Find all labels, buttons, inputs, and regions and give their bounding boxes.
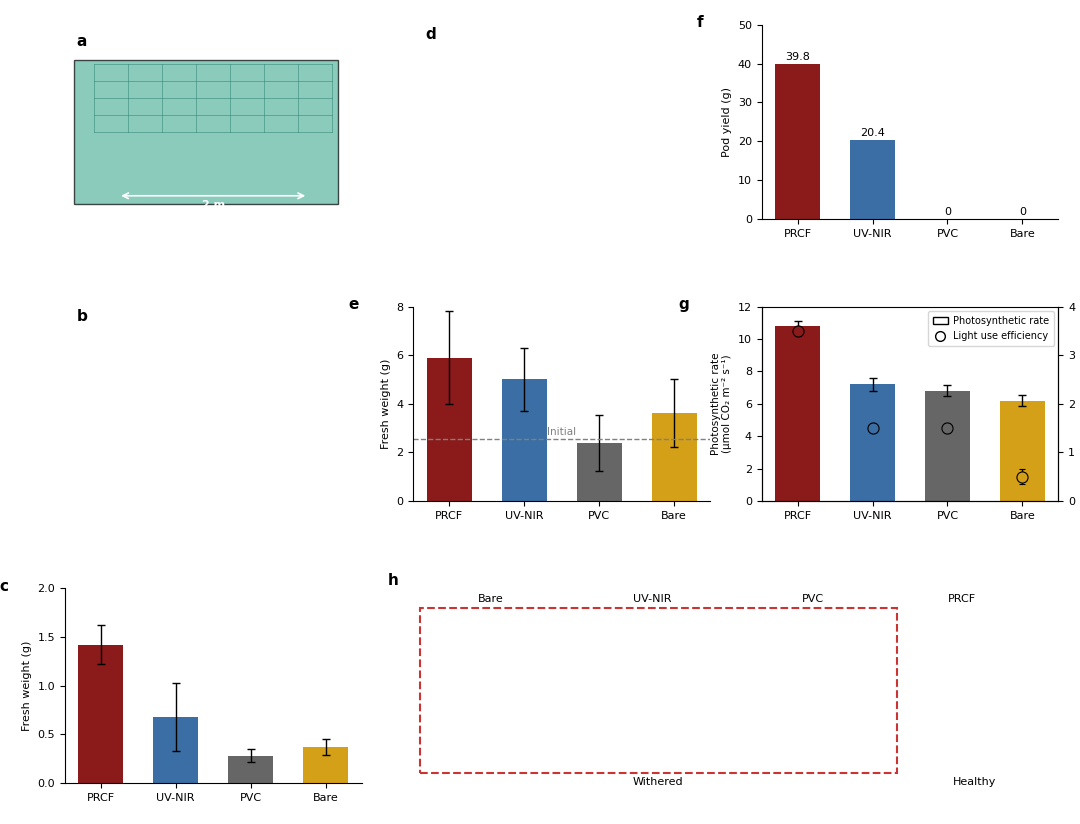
Y-axis label: Fresh weight (g): Fresh weight (g)	[22, 640, 31, 731]
Text: c: c	[0, 578, 9, 594]
Text: Pod: Pod	[597, 98, 615, 109]
Text: b: b	[77, 308, 87, 324]
Bar	[78, 645, 123, 783]
Bar	[303, 747, 348, 783]
Bar	[228, 756, 273, 783]
Bar	[1000, 400, 1045, 501]
Y-axis label: Photosynthetic rate
(μmol CO₂ m⁻² s⁻¹): Photosynthetic rate (μmol CO₂ m⁻² s⁻¹)	[711, 353, 732, 455]
Text: UV-NIR: UV-NIR	[226, 322, 260, 332]
Text: Bare: Bare	[477, 594, 503, 604]
Text: PVC: PVC	[162, 322, 181, 332]
Bar	[651, 414, 697, 501]
Y-axis label: Fresh weight (g): Fresh weight (g)	[381, 358, 391, 449]
Bar	[850, 140, 895, 219]
Text: Bare: Bare	[90, 322, 111, 332]
Text: Bare: Bare	[432, 35, 454, 44]
Text: h: h	[388, 573, 399, 588]
Bar	[501, 380, 546, 501]
Bar	[924, 391, 970, 501]
Text: 20.4: 20.4	[860, 128, 885, 138]
Bar	[775, 326, 820, 501]
Text: 0: 0	[944, 207, 951, 218]
Text: PRCF: PRCF	[301, 322, 326, 332]
Text: Withered: Withered	[633, 777, 684, 787]
Text: UV-NIR: UV-NIR	[586, 35, 620, 44]
Bar	[775, 64, 820, 219]
Text: 2 m: 2 m	[202, 200, 225, 210]
Legend: Photosynthetic rate, Light use efficiency: Photosynthetic rate, Light use efficienc…	[928, 311, 1053, 346]
Text: PVC: PVC	[513, 35, 532, 44]
Text: 30 cm: 30 cm	[964, 750, 997, 760]
Bar	[577, 442, 622, 501]
Text: PRCF: PRCF	[671, 35, 696, 44]
Text: 0: 0	[1018, 207, 1026, 218]
Text: a: a	[77, 35, 87, 49]
Text: UV-NIR: UV-NIR	[633, 594, 671, 604]
Text: Healthy: Healthy	[953, 777, 996, 787]
Text: PRCF: PRCF	[947, 594, 975, 604]
Text: PVC: PVC	[802, 594, 824, 604]
Text: 39.8: 39.8	[785, 53, 810, 63]
Y-axis label: Pod yield (g): Pod yield (g)	[723, 87, 732, 157]
Text: f: f	[697, 15, 703, 30]
Text: Initial: Initial	[548, 427, 576, 437]
Text: g: g	[678, 297, 689, 311]
Bar	[427, 358, 472, 501]
Bar	[153, 717, 199, 783]
Text: e: e	[348, 297, 359, 311]
FancyBboxPatch shape	[73, 59, 338, 204]
Bar	[850, 384, 895, 501]
Text: d: d	[426, 26, 436, 42]
